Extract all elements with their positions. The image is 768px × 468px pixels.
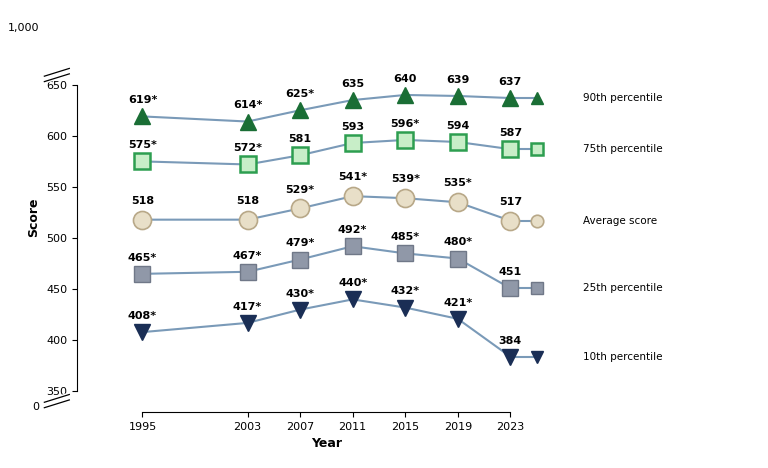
Text: 635: 635 xyxy=(341,79,364,89)
Text: 25th percentile: 25th percentile xyxy=(583,283,662,293)
Text: 637: 637 xyxy=(498,77,522,87)
Text: 1,000: 1,000 xyxy=(8,23,39,33)
Text: 619*: 619* xyxy=(127,95,157,105)
Text: 75th percentile: 75th percentile xyxy=(583,144,662,154)
Text: Average score: Average score xyxy=(583,216,657,226)
Text: 541*: 541* xyxy=(338,172,367,182)
Text: 529*: 529* xyxy=(286,184,315,195)
Text: 518: 518 xyxy=(131,196,154,206)
Text: 0: 0 xyxy=(32,402,39,412)
Text: 594: 594 xyxy=(446,121,469,131)
Text: 596*: 596* xyxy=(391,119,420,129)
Text: 492*: 492* xyxy=(338,225,367,235)
Text: 572*: 572* xyxy=(233,143,262,154)
Text: 440*: 440* xyxy=(338,278,367,288)
Text: 485*: 485* xyxy=(391,232,420,242)
Text: 535*: 535* xyxy=(443,178,472,189)
Text: 575*: 575* xyxy=(128,140,157,150)
Text: 614*: 614* xyxy=(233,101,262,110)
Text: 432*: 432* xyxy=(391,286,420,296)
Text: 465*: 465* xyxy=(127,253,157,263)
Text: 593: 593 xyxy=(341,122,364,132)
Y-axis label: Score: Score xyxy=(28,198,41,237)
Text: 518: 518 xyxy=(236,196,259,206)
Text: 90th percentile: 90th percentile xyxy=(583,93,662,103)
Text: 421*: 421* xyxy=(443,298,472,307)
Text: 517: 517 xyxy=(498,197,522,207)
Text: 639: 639 xyxy=(446,75,469,85)
Text: 581: 581 xyxy=(289,134,312,144)
Text: 640: 640 xyxy=(393,74,417,84)
Text: 479*: 479* xyxy=(286,238,315,249)
Text: 539*: 539* xyxy=(391,174,420,184)
X-axis label: Year: Year xyxy=(311,437,342,450)
Text: 430*: 430* xyxy=(286,288,315,299)
Text: 467*: 467* xyxy=(233,251,262,261)
Text: 480*: 480* xyxy=(443,237,472,248)
Text: 451: 451 xyxy=(498,267,522,277)
Text: 408*: 408* xyxy=(128,311,157,321)
Text: 10th percentile: 10th percentile xyxy=(583,351,662,362)
Text: 587: 587 xyxy=(498,128,522,138)
Text: 384: 384 xyxy=(498,336,522,345)
Text: 417*: 417* xyxy=(233,302,262,312)
Text: 625*: 625* xyxy=(286,89,315,99)
